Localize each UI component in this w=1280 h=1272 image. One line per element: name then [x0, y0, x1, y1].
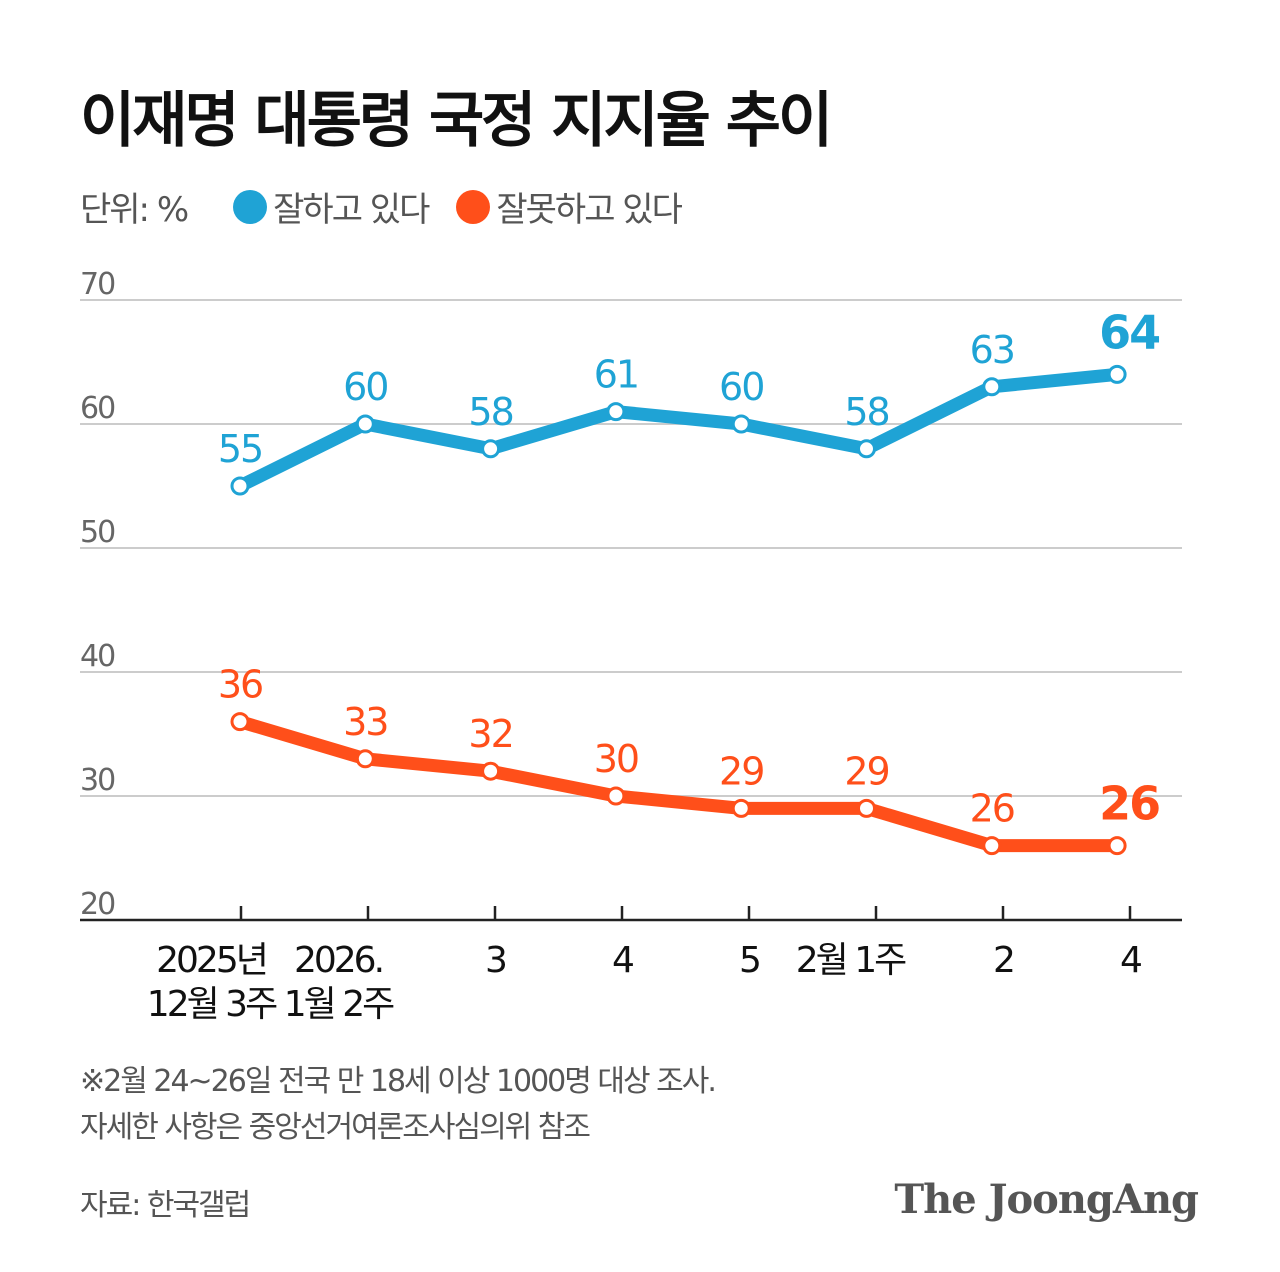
footnote-line-1: ※2월 24~26일 전국 만 18세 이상 1000명 대상 조사.	[80, 1064, 717, 1099]
y-tick-label: 50	[80, 515, 115, 550]
data-point-approve	[606, 402, 626, 422]
x-tick-label: 1월 2주	[284, 984, 394, 1025]
chart-title: 이재명 대통령 국정 지지율 추이	[80, 86, 833, 156]
data-point-approve	[355, 414, 375, 434]
x-tick-label: 5	[739, 940, 759, 981]
logo: The JoongAng	[894, 1176, 1199, 1223]
x-tick-label: 3	[485, 940, 506, 981]
data-label-disapprove: 30	[594, 737, 638, 781]
y-tick-label: 20	[80, 887, 115, 922]
data-label-approve: 58	[844, 390, 888, 434]
series-line-disapprove	[238, 715, 1118, 853]
data-point-disapprove	[1107, 836, 1127, 856]
legend-label-disapprove: 잘못하고 있다	[496, 190, 682, 230]
data-point-disapprove	[857, 798, 876, 818]
data-label-approve: 60	[343, 365, 387, 409]
data-label-approve: 55	[218, 427, 262, 471]
data-label-approve: 60	[719, 365, 763, 409]
data-label-disapprove: 36	[218, 663, 262, 707]
data-label-disapprove: 32	[468, 712, 512, 756]
x-tick-label: 4	[1120, 940, 1141, 981]
y-tick-label: 60	[80, 391, 115, 426]
y-tick-label: 30	[80, 763, 115, 798]
data-point-disapprove	[606, 786, 626, 806]
x-tick-label: 4	[612, 940, 633, 981]
footnote-line-2: 자세한 사항은 중앙선거여론조사심의위 참조	[80, 1110, 591, 1145]
data-point-approve	[731, 414, 751, 434]
x-tick-label: 12월 3주	[147, 984, 277, 1025]
data-point-disapprove	[355, 749, 375, 769]
data-label-disapprove: 29	[719, 749, 763, 793]
legend-dot-disapprove	[456, 189, 491, 224]
data-point-disapprove	[982, 836, 1002, 856]
data-point-disapprove	[731, 798, 751, 818]
legend-dot-approve	[233, 189, 268, 224]
data-label-approve: 64	[1099, 305, 1159, 359]
data-point-approve	[982, 377, 1002, 397]
data-point-disapprove	[230, 712, 250, 732]
y-tick-label: 40	[80, 639, 115, 674]
data-point-disapprove	[481, 761, 501, 781]
data-label-disapprove: 26	[970, 787, 1014, 831]
y-tick-label: 70	[80, 267, 115, 302]
data-label-disapprove: 26	[1099, 777, 1159, 831]
x-tick-label: 2026.	[294, 940, 382, 981]
data-label-approve: 58	[468, 390, 512, 434]
series-line-approve	[237, 367, 1118, 492]
unit-label: 단위: %	[80, 190, 189, 230]
x-tick-label: 2	[993, 940, 1013, 981]
legend-label-approve: 잘하고 있다	[273, 190, 430, 230]
legend-item-approve: 잘하고 있다	[233, 182, 430, 231]
data-point-approve	[857, 439, 876, 459]
source: 자료: 한국갤럽	[80, 1188, 251, 1223]
data-point-approve	[230, 476, 250, 496]
legend-item-disapprove: 잘못하고 있다	[456, 182, 683, 231]
legend: 단위: % 잘하고 있다 잘못하고 있다	[80, 182, 683, 231]
data-label-disapprove: 33	[343, 700, 387, 744]
data-label-approve: 63	[970, 328, 1014, 372]
x-tick-label: 2025년	[156, 940, 266, 981]
x-tick-label: 2월 1주	[796, 940, 906, 981]
data-point-approve	[1107, 364, 1127, 384]
data-label-approve: 61	[594, 353, 638, 397]
data-label-disapprove: 29	[844, 749, 888, 793]
data-point-approve	[481, 439, 501, 459]
